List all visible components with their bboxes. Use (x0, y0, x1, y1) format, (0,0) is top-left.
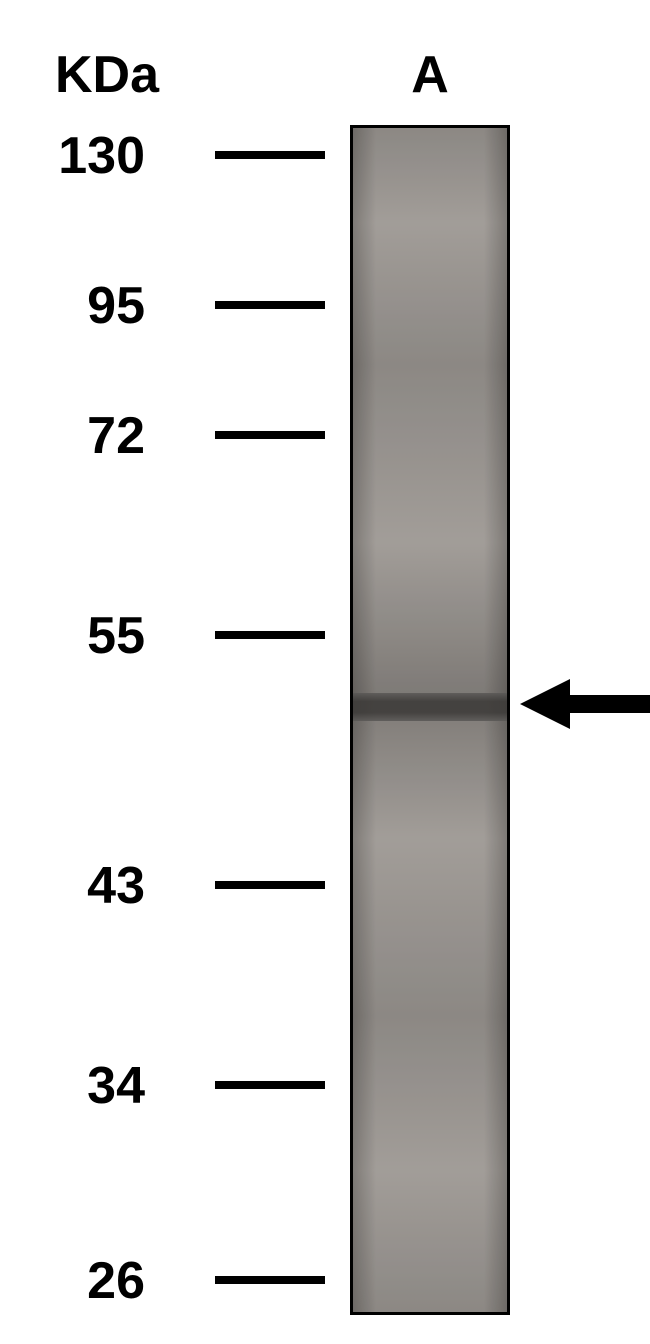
marker-label-26: 26 (5, 1251, 145, 1311)
tick-mark-34 (215, 1081, 325, 1089)
tick-mark-95 (215, 301, 325, 309)
tick-mark-55 (215, 631, 325, 639)
marker-label-95: 95 (5, 276, 145, 336)
lane-label: A (410, 45, 450, 105)
unit-label: KDa (55, 45, 159, 105)
tick-mark-43 (215, 881, 325, 889)
band-arrow-icon (520, 679, 650, 729)
marker-label-34: 34 (5, 1056, 145, 1116)
marker-label-43: 43 (5, 856, 145, 916)
tick-mark-26 (215, 1276, 325, 1284)
tick-mark-72 (215, 431, 325, 439)
tick-mark-130 (215, 151, 325, 159)
marker-label-55: 55 (5, 606, 145, 666)
protein-band (353, 693, 507, 721)
marker-label-72: 72 (5, 406, 145, 466)
marker-label-130: 130 (5, 126, 145, 186)
western-blot-diagram: KDa 130957255433426 A (30, 30, 620, 1314)
blot-lane (350, 125, 510, 1315)
